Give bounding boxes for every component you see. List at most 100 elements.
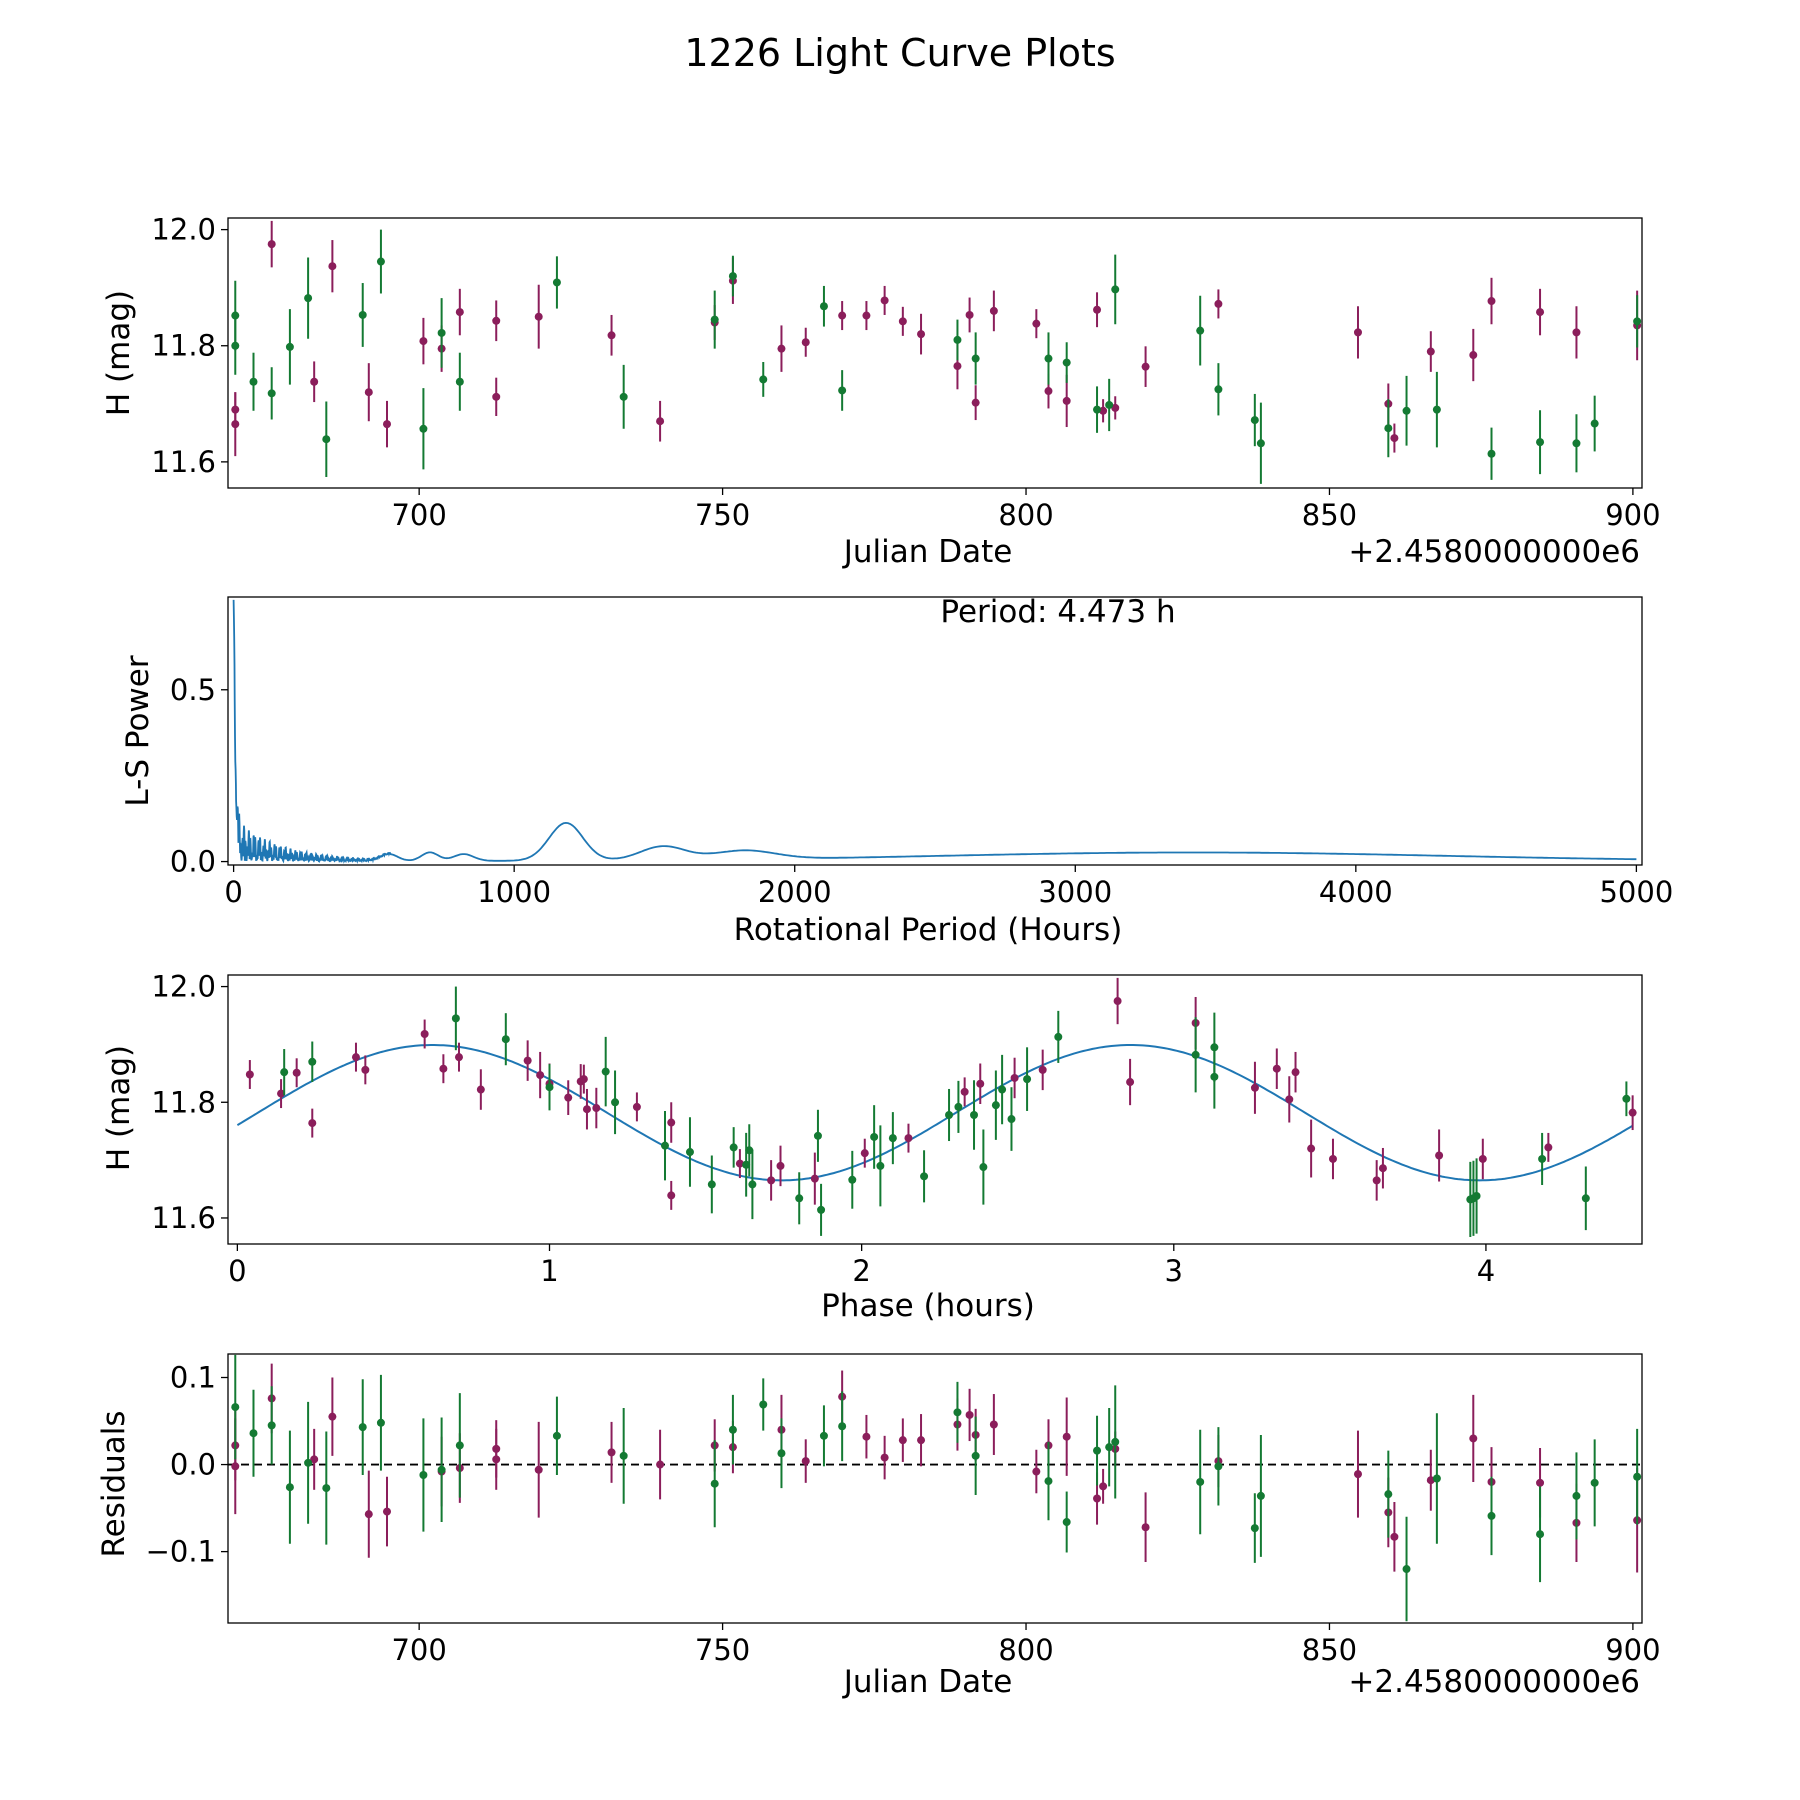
lightcurve-point-green xyxy=(759,375,768,384)
residuals-point-green xyxy=(1214,1462,1223,1471)
residuals-xtick-label: 750 xyxy=(695,1633,750,1667)
phased-point-red xyxy=(1272,1064,1281,1073)
residuals-point-red xyxy=(1062,1432,1071,1441)
residuals-point-red xyxy=(231,1462,240,1471)
residuals-ytick-label: −0.1 xyxy=(146,1535,216,1569)
residuals-point-green xyxy=(953,1408,962,1417)
residuals-point-green xyxy=(1432,1474,1441,1483)
residuals-ytick-label: 0.1 xyxy=(170,1361,216,1395)
lightcurve-point-red xyxy=(1536,308,1545,317)
periodogram-xtick-label: 5000 xyxy=(1599,875,1673,909)
axes-periodogram: 0 1000 2000 3000 4000 5000 0.0 0.5 xyxy=(170,596,1673,909)
phased-point-green xyxy=(1023,1075,1032,1084)
residuals-frame xyxy=(227,1353,1643,1624)
lightcurve-point-green xyxy=(267,389,276,398)
phased-xlabel: Phase (hours) xyxy=(821,1288,1035,1324)
lightcurve-point-green xyxy=(1111,285,1120,294)
phased-point-red xyxy=(1250,1083,1259,1092)
residuals-point-red xyxy=(1093,1494,1102,1503)
residuals-point-red xyxy=(1469,1434,1478,1443)
lightcurve-point-red xyxy=(607,331,616,340)
phased-point-red xyxy=(361,1065,370,1074)
residuals-point-green xyxy=(838,1422,847,1431)
phased-point-red xyxy=(1038,1065,1047,1074)
lightcurve-point-green xyxy=(728,272,737,281)
periodogram-ytick-label: 0.0 xyxy=(170,845,216,879)
phased-point-red xyxy=(351,1053,360,1062)
lightcurve-point-green xyxy=(1214,385,1223,394)
phased-panel: H (mag) Phase (hours) xyxy=(101,1045,1035,1324)
residuals-point-green xyxy=(322,1484,331,1493)
lightcurve-point-red xyxy=(1032,319,1041,328)
residuals-ytick-label: 0.0 xyxy=(170,1448,216,1482)
phased-point-green xyxy=(748,1180,757,1189)
phased-point-green xyxy=(1622,1094,1631,1103)
residuals-points xyxy=(231,1354,1642,1622)
residuals-point-green xyxy=(249,1429,258,1438)
lightcurve-point-green xyxy=(1062,358,1071,367)
axes-lightcurve: 700 750 800 850 900 11.6 11.8 12.0 xyxy=(151,213,1660,532)
phased-point-red xyxy=(860,1149,869,1158)
lightcurve-point-green xyxy=(1384,424,1393,433)
periodogram-xtick-label: 3000 xyxy=(1038,875,1112,909)
residuals-point-red xyxy=(965,1410,974,1419)
phased-frame xyxy=(227,974,1643,1245)
phased-model-line xyxy=(236,1044,1634,1182)
phased-point-green xyxy=(1472,1191,1481,1200)
phased-point-green xyxy=(1210,1072,1219,1081)
residuals-xtick-label: 900 xyxy=(1605,1633,1660,1667)
lightcurve-point-green xyxy=(1590,419,1599,428)
phased-point-red xyxy=(1435,1151,1444,1160)
phased-point-green xyxy=(707,1180,716,1189)
lightcurve-point-red xyxy=(989,306,998,315)
phased-point-green xyxy=(970,1110,979,1119)
phased-point-red xyxy=(667,1118,676,1127)
residuals-xlabel: Julian Date xyxy=(842,1664,1013,1700)
phased-point-red xyxy=(904,1134,913,1143)
phased-point-red xyxy=(292,1068,301,1077)
residuals-point-red xyxy=(1141,1523,1150,1532)
lightcurve-point-red xyxy=(971,398,980,407)
residuals-point-green xyxy=(1250,1524,1259,1533)
residuals-point-green xyxy=(1572,1491,1581,1500)
lightcurve-point-red xyxy=(328,262,337,271)
phased-point-red xyxy=(308,1119,317,1128)
phased-point-green xyxy=(998,1085,1007,1094)
lightcurve-point-red xyxy=(382,420,391,429)
periodogram-xtick-label: 1000 xyxy=(477,875,551,909)
phased-point-red xyxy=(960,1087,969,1096)
residuals-point-green xyxy=(1402,1565,1411,1574)
periodogram-frame xyxy=(227,596,1643,866)
phased-point-green xyxy=(876,1161,885,1170)
phased-point-green xyxy=(954,1102,963,1111)
residuals-point-green xyxy=(710,1479,719,1488)
lightcurve-xlabel: Julian Date xyxy=(842,534,1013,570)
residuals-offset-text: +2.4580000000e6 xyxy=(1348,1664,1640,1700)
phased-point-green xyxy=(501,1035,510,1044)
residuals-panel: Residuals Julian Date +2.4580000000e6 xyxy=(96,1410,1640,1700)
residuals-point-green xyxy=(728,1425,737,1434)
lightcurve-ytick-label: 12.0 xyxy=(151,213,216,247)
phased-point-red xyxy=(1113,997,1122,1006)
residuals-point-green xyxy=(1044,1477,1053,1486)
residuals-xtick-label: 800 xyxy=(998,1633,1053,1667)
residuals-point-green xyxy=(1590,1478,1599,1487)
phased-point-green xyxy=(848,1175,857,1184)
axes-phased: 0 1 2 3 4 11.6 11.8 12.0 xyxy=(151,970,1643,1288)
lightcurve-point-green xyxy=(838,386,847,395)
phased-ytick-label: 11.8 xyxy=(151,1085,216,1119)
lightcurve-point-green xyxy=(231,341,240,350)
phased-point-green xyxy=(308,1057,317,1066)
axes-residuals: 700 750 800 850 900 −0.1 0.0 0.1 xyxy=(146,1353,1661,1667)
lightcurve-point-green xyxy=(971,354,980,363)
phased-point-green xyxy=(1054,1032,1063,1041)
phased-point-green xyxy=(979,1163,988,1172)
residuals-point-red xyxy=(801,1457,810,1466)
phased-point-green xyxy=(660,1141,669,1150)
phased-point-red xyxy=(1544,1143,1553,1152)
lightcurve-point-green xyxy=(437,328,446,337)
residuals-point-green xyxy=(777,1449,786,1458)
phased-point-red xyxy=(476,1085,485,1094)
lightcurve-point-green xyxy=(710,315,719,324)
